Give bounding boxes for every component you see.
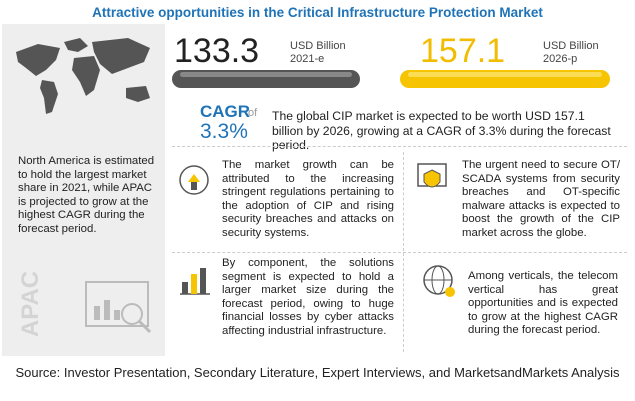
start-year: 2021-e (290, 53, 325, 65)
summary: The global CIP market is expected to be … (272, 109, 611, 152)
divider (172, 146, 627, 147)
insight-icon (179, 165, 209, 195)
start-value: 133.3 (174, 32, 260, 70)
end-year: 2026-p (543, 53, 578, 65)
end-bar-shine (408, 72, 602, 77)
insight-text: The urgent need to secure OT/ SCADA syst… (462, 159, 620, 239)
region-label: APAC (17, 270, 45, 338)
cagr-value: 3.3% (200, 120, 248, 143)
divider (403, 152, 404, 352)
insight-icon (180, 268, 210, 295)
insight-text: By component, the solutions segment is e… (222, 257, 394, 337)
region-note: North America is estimated to hold the l… (18, 155, 155, 235)
insight-text: Among verticals, the telecom vertical ha… (468, 270, 618, 337)
cagr-label: CAGR (200, 102, 251, 121)
end-value: 157.1 (420, 32, 506, 70)
source: Source: Investor Presentation, Secondary… (15, 365, 620, 380)
start-unit: USD Billion (290, 40, 346, 52)
cagr-of: of (248, 107, 258, 119)
world-map (16, 38, 150, 114)
start-bar-shine (180, 72, 352, 77)
insight-icon (423, 265, 455, 297)
title: Attractive opportunities in the Critical… (92, 5, 543, 20)
insight-icon (417, 163, 447, 188)
analysis-icon (85, 281, 152, 334)
end-unit: USD Billion (543, 40, 599, 52)
divider (172, 252, 627, 253)
insight-text: The market growth can be attributed to t… (222, 159, 394, 239)
